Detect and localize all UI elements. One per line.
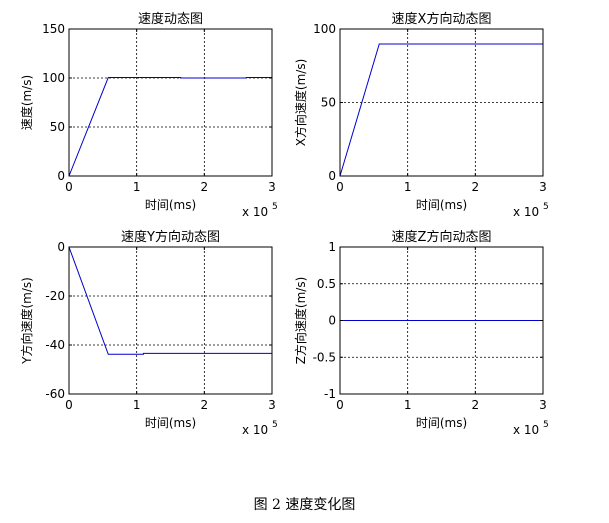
y-axis-label: Y方向速度(m/s) [19,277,34,365]
y-tick-label: 50 [321,96,336,110]
x-axis-label: 时间(ms) [145,198,196,212]
axes-box [68,28,273,177]
x-axis-label: 时间(ms) [145,416,196,430]
y-tick-label: -1 [324,387,336,401]
x-tick-label: 3 [539,398,547,412]
x-multiplier-exponent: 5 [272,420,278,430]
x-tick-label: 1 [133,180,141,194]
x-axis-label: 时间(ms) [416,198,467,212]
chart-title: 速度动态图 [138,11,203,27]
x-tick-label: 1 [404,398,412,412]
y-tick-label: -0.5 [313,350,336,364]
x-tick-label: 0 [65,398,73,412]
x-tick-label: 2 [472,398,480,412]
series-line [339,43,543,177]
plot-area [69,247,272,394]
y-tick-label: -20 [45,289,65,303]
y-tick-label: 100 [313,22,336,36]
y-axis-label: Z方向速度(m/s) [293,277,308,365]
y-tick-label: 0 [57,169,65,183]
x-tick-label: 1 [404,180,412,194]
x-tick-label: 2 [472,180,480,194]
x-tick-label: 3 [268,398,276,412]
x-multiplier-label: x 10 [513,205,539,219]
x-multiplier-exponent: 5 [543,202,549,212]
x-tick-label: 1 [133,398,141,412]
chart-title: 速度X方向动态图 [392,11,492,27]
y-tick-label: 1 [328,240,336,254]
x-multiplier-label: x 10 [513,423,539,437]
chart-title: 速度Y方向动态图 [121,229,220,245]
x-tick-label: 2 [201,398,209,412]
y-tick-label: -40 [45,338,65,352]
x-tick-label: 3 [268,180,276,194]
y-axis-label: 速度(m/s) [19,75,34,130]
y-tick-label: 0 [57,240,65,254]
y-tick-label: 150 [42,22,65,36]
x-axis-label: 时间(ms) [416,416,467,430]
y-tick-label: -60 [45,387,65,401]
x-multiplier-label: x 10 [242,205,268,219]
chart-title: 速度Z方向动态图 [392,229,492,245]
axes-box [68,246,273,395]
y-tick-label: 0 [328,169,336,183]
x-tick-label: 3 [539,180,547,194]
x-tick-label: 0 [336,180,344,194]
series-line [68,246,272,355]
y-tick-label: 0.5 [317,277,336,291]
x-tick-label: 2 [201,180,209,194]
x-multiplier-exponent: 5 [272,202,278,212]
x-multiplier-exponent: 5 [543,420,549,430]
y-tick-label: 100 [42,71,65,85]
y-tick-label: 50 [50,120,65,134]
plot-area [69,29,272,176]
figure-caption: 图 2 速度变化图 [253,497,356,513]
x-tick-label: 0 [65,180,73,194]
x-multiplier-label: x 10 [242,423,268,437]
x-tick-label: 0 [336,398,344,412]
series-line [68,77,272,177]
y-axis-label: X方向速度(m/s) [293,59,308,147]
y-tick-label: 0 [328,314,336,328]
